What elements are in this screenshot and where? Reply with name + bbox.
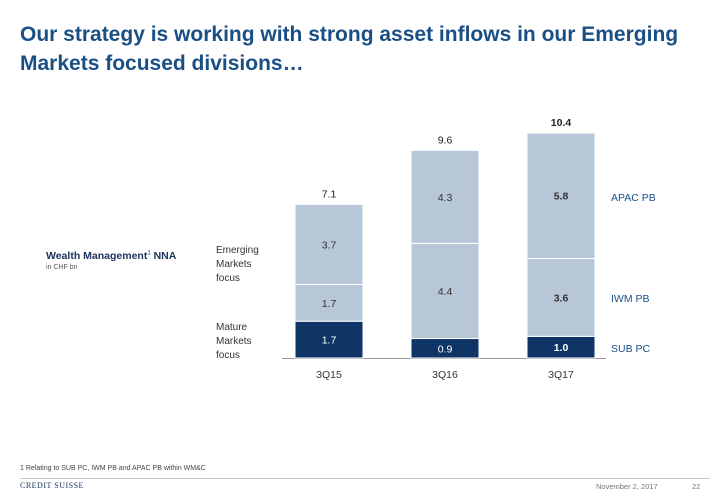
bar-segment-iwm-pb-3q16 (410, 242, 480, 340)
total-label-3q15: 7.1 (322, 188, 337, 200)
wm-footnote-marker: 1 (147, 250, 151, 257)
bar-segment-apac-pb-3q16 (410, 149, 480, 244)
data-label-apac-pb-3q15: 3.7 (322, 239, 337, 251)
wm-unit-label: in CHF bn (46, 264, 78, 271)
data-label-iwm-pb-3q17: 3.6 (554, 292, 569, 304)
emerging-markets-label: Emerging Markets focus (216, 245, 259, 284)
bar-segment-apac-pb-3q17 (526, 132, 596, 259)
bar-segment-iwm-pb-3q15 (294, 283, 364, 322)
legend-apac-pb: APAC PB (611, 192, 656, 204)
legend-iwm-pb: IWM PB (611, 293, 650, 305)
total-label-3q16: 9.6 (438, 134, 453, 146)
footnote: 1 Relating to SUB PC, IWM PB and APAC PB… (20, 465, 206, 472)
wm-title-suffix: NNA (150, 250, 177, 262)
data-label-sub-pc-3q17: 1.0 (554, 342, 569, 354)
total-label-3q17: 10.4 (551, 117, 572, 129)
data-label-sub-pc-3q16: 0.9 (438, 343, 453, 355)
footer-divider (20, 478, 710, 479)
wm-title-text: Wealth Management (46, 250, 148, 262)
footer-date: November 2, 2017 (596, 482, 658, 491)
data-label-apac-pb-3q17: 5.8 (554, 191, 569, 203)
data-label-iwm-pb-3q15: 1.7 (322, 298, 337, 310)
x-tick-label-3q17: 3Q17 (548, 369, 574, 381)
credit-suisse-logo: CREDIT SUISSE (20, 481, 84, 490)
data-label-sub-pc-3q15: 1.7 (322, 335, 337, 347)
mature-markets-label: Mature Markets focus (216, 322, 252, 361)
page-number: 22 (692, 482, 701, 491)
bar-segment-apac-pb-3q15 (294, 203, 364, 285)
wm-nna-title: Wealth Management1 NNA (46, 250, 176, 262)
data-label-apac-pb-3q16: 4.3 (438, 192, 453, 204)
legend-sub-pc: SUB PC (611, 343, 651, 355)
bar-segment-sub-pc-3q15 (294, 320, 364, 359)
x-tick-label-3q16: 3Q16 (432, 369, 458, 381)
page-title: Our strategy is working with strong asse… (20, 23, 679, 75)
data-label-iwm-pb-3q16: 4.4 (438, 286, 453, 298)
x-tick-label-3q15: 3Q15 (316, 369, 342, 381)
